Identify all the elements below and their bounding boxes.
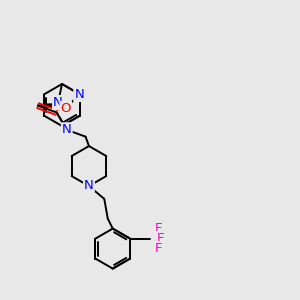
Text: F: F: [156, 232, 164, 245]
Text: N: N: [84, 178, 94, 192]
Text: N: N: [53, 96, 63, 109]
Text: F: F: [154, 242, 162, 255]
Text: N: N: [74, 88, 84, 101]
Text: F: F: [154, 222, 162, 235]
Text: N: N: [62, 123, 72, 136]
Text: O: O: [61, 102, 71, 115]
